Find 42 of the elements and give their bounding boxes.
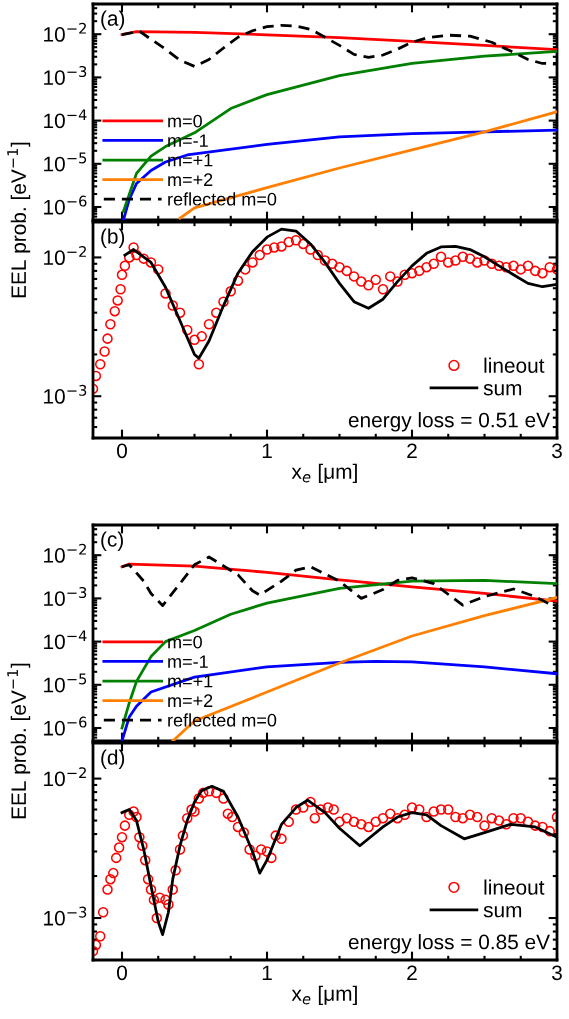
x-tick-label: 2 xyxy=(407,965,417,980)
x-tick-label: 2 xyxy=(407,443,417,458)
y-tick-label: 10$^{−6}$ xyxy=(44,716,87,736)
y-tick-label: 10$^{−3}$ xyxy=(44,906,87,926)
legend-label: m=-1 xyxy=(168,655,208,668)
y-tick-label: 10$^{−6}$ xyxy=(44,195,87,215)
x-tick-label: 3 xyxy=(552,965,562,981)
x-axis-title: x$_{e}$ [μm] xyxy=(291,463,357,484)
x-tick-label: 3 xyxy=(552,443,562,459)
y-tick-label: 10$^{−3}$ xyxy=(44,586,87,606)
y-tick-label: 10$^{−2}$ xyxy=(44,767,86,787)
y-tick-label: 10$^{−2}$ xyxy=(44,543,86,563)
legend-label: sum xyxy=(483,384,522,396)
legend-label: m=+2 xyxy=(168,173,213,186)
y-tick-label: 10$^{−5}$ xyxy=(44,152,87,172)
annotation: (c) xyxy=(101,531,123,551)
x-axis-title: x$_{e}$ [μm] xyxy=(291,985,357,1006)
x-tick-label: 1 xyxy=(262,965,272,980)
y-tick-label: 10$^{−3}$ xyxy=(44,65,87,85)
x-tick-label: 0 xyxy=(117,965,127,981)
annotation: energy loss = 0.51 eV xyxy=(348,412,550,432)
legend-label: m=+2 xyxy=(168,694,213,707)
y-axis-title: EEL prob. [eV$^{−1}$] xyxy=(7,142,31,298)
y-tick-label: 10$^{−4}$ xyxy=(44,630,87,650)
annotation: energy loss = 0.85 eV xyxy=(348,934,550,954)
y-axis-title: EEL prob. [eV$^{−1}$] xyxy=(7,663,31,819)
legend-label: sum xyxy=(483,905,522,918)
annotation: (a) xyxy=(101,10,125,30)
legend-label: lineout xyxy=(484,357,545,373)
y-tick-label: 10$^{−5}$ xyxy=(44,673,87,693)
y-tick-label: 10$^{−4}$ xyxy=(44,109,87,129)
annotation: (b) xyxy=(101,228,125,248)
legend-label: m=0 xyxy=(168,114,202,128)
legend-label: lineout xyxy=(484,879,545,895)
y-tick-label: 10$^{−2}$ xyxy=(44,246,86,266)
y-tick-label: 10$^{−3}$ xyxy=(44,384,87,404)
x-tick-label: 1 xyxy=(262,443,272,458)
annotation: (d) xyxy=(101,749,125,769)
y-tick-label: 10$^{−2}$ xyxy=(44,22,86,42)
x-tick-label: 0 xyxy=(117,443,127,459)
legend-label: m=0 xyxy=(168,635,202,649)
legend-label: m=+1 xyxy=(168,153,213,167)
